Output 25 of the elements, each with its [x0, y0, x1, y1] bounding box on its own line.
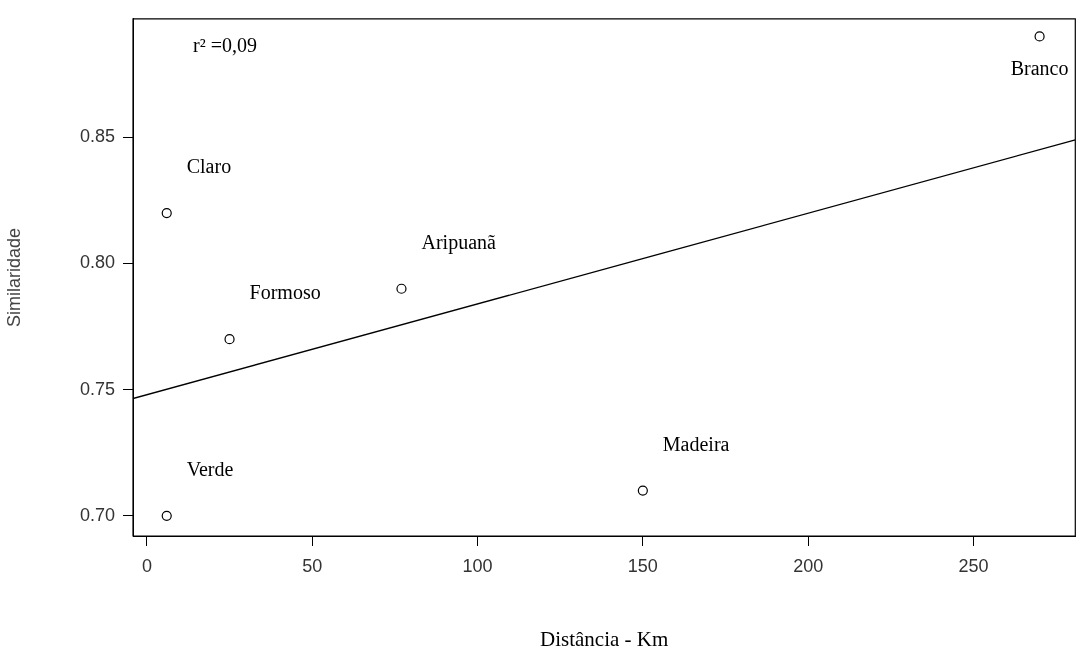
point — [637, 485, 648, 496]
annotation: Verde — [186, 458, 234, 481]
x-tick-label: 0 — [141, 555, 152, 576]
x-tick-label: 50 — [302, 555, 323, 576]
x-tick-label: 100 — [462, 555, 493, 576]
point — [1034, 31, 1045, 42]
y-tick-label: 0.70 — [79, 504, 115, 525]
x-tick-label: 200 — [793, 555, 824, 576]
y-tick-label: 0.85 — [79, 126, 115, 147]
annotation: Madeira — [662, 432, 730, 455]
annotation: Formoso — [249, 281, 321, 304]
y-axis-title: Similaridade — [3, 227, 24, 327]
x-tick-label: 150 — [627, 555, 658, 576]
point — [161, 207, 172, 219]
y-tick-label: 0.80 — [79, 252, 115, 273]
annotation: Branco — [1010, 56, 1069, 79]
y-tick-label: 0.75 — [79, 378, 115, 399]
point — [161, 510, 172, 521]
point — [396, 283, 407, 294]
x-axis-title: Distância - Km — [540, 626, 669, 651]
annotation: Claro — [186, 155, 232, 178]
annotation: r² =0,09 — [193, 34, 257, 57]
point — [224, 334, 235, 345]
annotation: Aripuanã — [421, 231, 497, 254]
x-tick-label: 250 — [958, 555, 989, 576]
